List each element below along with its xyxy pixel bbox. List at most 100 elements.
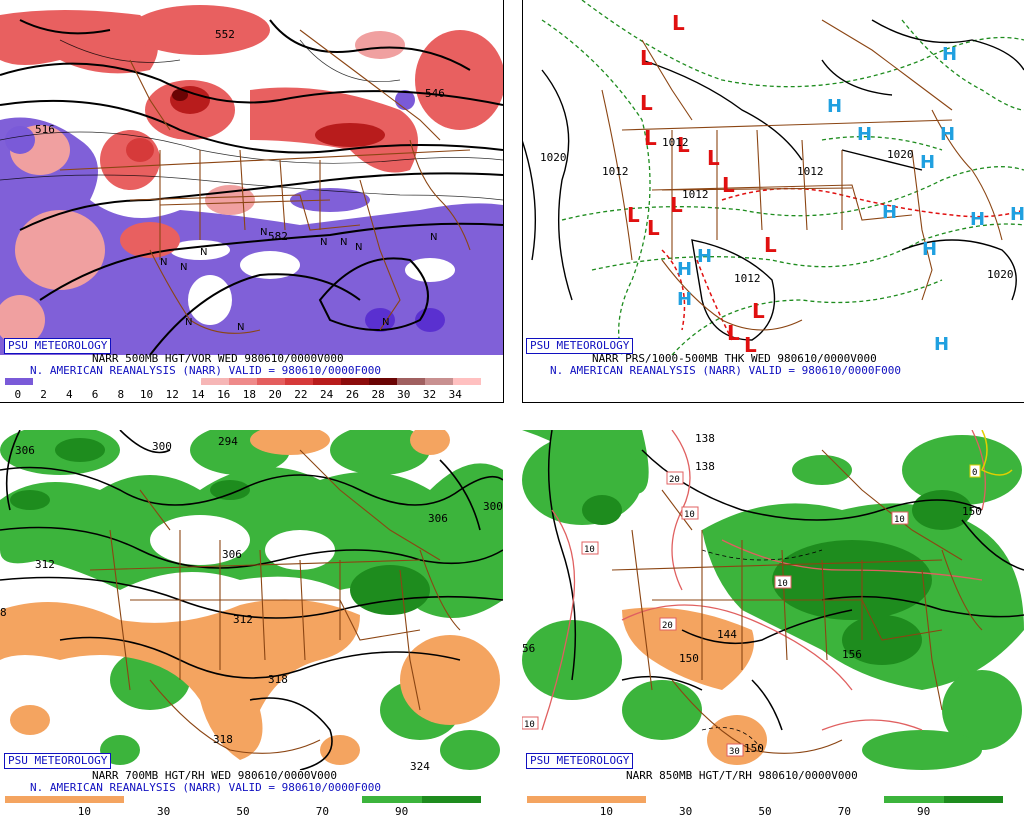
n-marker: N (200, 247, 207, 258)
colorbar-swatch (369, 378, 397, 385)
map-pressure: L L L L L L L L L L L L L L H H H H (522, 0, 1024, 355)
low-pressure-symbol: L (670, 193, 683, 217)
svg-text:144: 144 (717, 628, 737, 641)
svg-text:306: 306 (15, 444, 35, 457)
n-marker: N (180, 262, 187, 273)
colorbar-labels: 10 30 50 70 90 (5, 805, 481, 819)
svg-text:10: 10 (524, 720, 535, 730)
colorbar-tick-label: 50 (758, 805, 772, 818)
colorbar-swatch (64, 796, 124, 803)
isobar (641, 59, 803, 161)
low-pressure-symbol: L (764, 233, 777, 257)
colorbar-swatch (201, 378, 229, 385)
vorticity-low-region (0, 117, 503, 355)
svg-text:10: 10 (894, 515, 905, 525)
country-border (59, 149, 471, 171)
colorbar-swatch (229, 378, 257, 385)
high-pressure-symbol: H (934, 334, 949, 355)
low-pressure-symbol: L (707, 146, 720, 170)
temperature-contour (821, 719, 923, 731)
high-pressure-symbol: H (677, 259, 692, 280)
temp-label: 20 (666, 471, 684, 485)
height-contour (149, 273, 361, 355)
contour-label: 552 (215, 28, 235, 41)
svg-text:1020: 1020 (540, 151, 567, 164)
colorbar-tick-label: 24 (319, 388, 334, 401)
svg-text:10: 10 (684, 510, 695, 520)
thickness-contour-warm (721, 187, 1024, 218)
colorbar-tick-label: 16 (217, 388, 231, 401)
panel-title: NARR 850MB HGT/T/RH 980610/0000V000 (626, 769, 858, 782)
svg-text:150: 150 (962, 505, 982, 518)
psu-meteorology-badge: PSU METEOROLOGY (526, 753, 634, 769)
colorbar-swatch (117, 378, 145, 385)
colorbar-swatch (183, 796, 243, 803)
colorbar-tick-label: 70 (837, 805, 851, 818)
colorbar (5, 796, 481, 803)
low-pressure-symbol: L (722, 173, 735, 197)
high-pressure-symbol: H (677, 289, 692, 310)
colorbar-swatch (586, 796, 646, 803)
svg-text:1012: 1012 (602, 165, 629, 178)
colorbar-swatch (765, 796, 825, 803)
colorbar-tick-label: 30 (397, 388, 411, 401)
colorbar-swatch (302, 796, 362, 803)
colorbar-swatch (145, 378, 173, 385)
colorbar-swatch (397, 378, 425, 385)
svg-text:318: 318 (213, 733, 233, 746)
height-contour (0, 526, 503, 569)
panel-separator (522, 0, 523, 402)
colorbar-tick-label: 0 (14, 388, 22, 401)
colorbar-swatch (943, 796, 1003, 803)
colorbar (5, 378, 481, 385)
temperature-contour (541, 509, 576, 731)
temperature-contour (971, 430, 986, 511)
temp-label: 10 (522, 716, 539, 730)
colorbar-tick-label: 2 (40, 388, 47, 401)
svg-text:10: 10 (777, 579, 788, 589)
isobar (901, 239, 1017, 301)
n-marker: N (320, 237, 327, 248)
low-pressure-symbol: L (627, 203, 640, 227)
colorbar-labels: 10 30 50 70 90 (527, 805, 1003, 819)
temp-label: 10 (581, 541, 599, 555)
colorbar-tick-label: 12 (165, 388, 179, 401)
height-contour (0, 466, 503, 506)
colorbar-swatch (285, 378, 313, 385)
low-pressure-symbol: L (647, 216, 660, 240)
height-contour (5, 430, 21, 511)
high-pressure-symbol: H (857, 124, 872, 145)
colorbar-tick-label: 14 (191, 388, 205, 401)
colorbar (527, 796, 1003, 803)
colorbar-swatch (173, 378, 201, 385)
panel-850mb-temp-rh: 138 138 144 150 156 150 56 150 20 10 10 … (522, 430, 1024, 819)
high-pressure-symbol: H (827, 96, 842, 117)
colorbar-swatch (362, 796, 422, 803)
map-500mb: 552 516 546 582 N N N N N N N N N N N (0, 0, 503, 355)
height-contour (439, 459, 481, 531)
svg-text:294: 294 (218, 435, 238, 448)
colorbar-swatch (257, 378, 285, 385)
colorbar-tick-label: 4 (66, 388, 73, 401)
low-pressure-symbol: L (744, 333, 757, 355)
high-pressure-symbol: H (1010, 204, 1024, 225)
svg-text:1020: 1020 (987, 268, 1014, 281)
panel-subtitle: N. AMERICAN REANALYSIS (NARR) VALID = 98… (30, 364, 381, 377)
svg-text:306: 306 (428, 512, 448, 525)
temperature-contour (721, 539, 983, 581)
panel-title: NARR 500MB HGT/VOR WED 980610/0000V000 (92, 352, 344, 365)
svg-text:312: 312 (233, 613, 253, 626)
colorbar-labels: 0 2 4 6 8 10 12 14 16 18 20 22 24 26 28 30 32 34 (5, 388, 481, 402)
n-marker: N (237, 322, 244, 333)
svg-text:300: 300 (483, 500, 503, 513)
rh-dry-region (622, 607, 754, 690)
svg-text:138: 138 (695, 432, 715, 445)
panel-500mb-vorticity: 552 516 546 582 N N N N N N N N N N N PS… (0, 0, 503, 402)
height-contour (269, 19, 471, 71)
high-pressure-symbol: H (970, 209, 985, 230)
svg-text:1020: 1020 (887, 148, 914, 161)
colorbar-tick-label: 90 (917, 805, 931, 818)
colorbar-swatch (421, 796, 481, 803)
low-pressure-symbol: L (672, 11, 685, 35)
colorbar-swatch (527, 796, 587, 803)
